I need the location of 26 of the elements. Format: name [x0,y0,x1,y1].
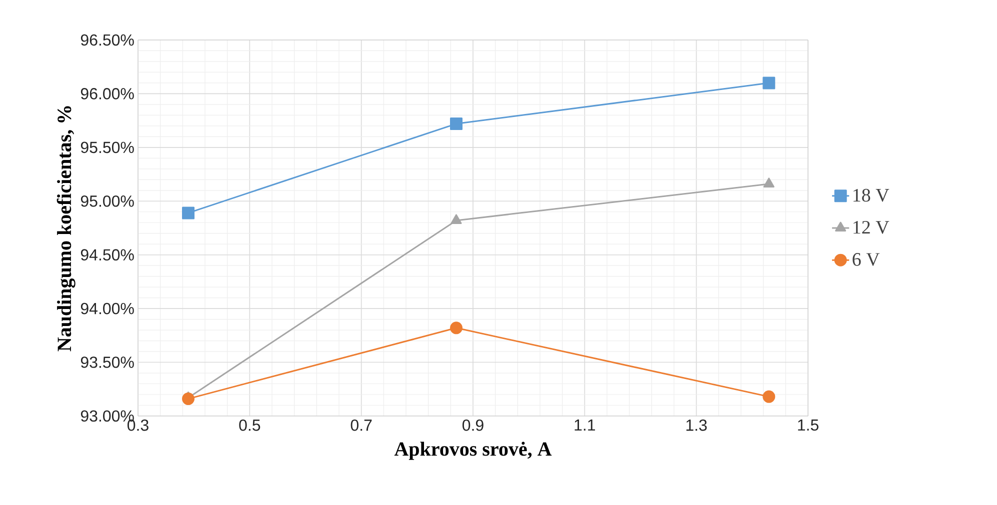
y-tick-label: 93.50% [80,356,134,368]
x-tick-label: 0.9 [462,420,484,431]
point [182,392,195,406]
x-tick-label: 1.3 [686,420,707,431]
x-tick-label: 0.5 [239,420,260,431]
x-tick-label: 0.7 [350,420,372,431]
point [762,76,776,90]
y-tick-label: 96.00% [80,88,134,100]
legend-label: 12 V [854,220,890,234]
y-tick-label: 95.00% [80,195,134,207]
x-tick-label: 0.3 [128,420,148,431]
y-tick-label: 94.50% [80,249,134,261]
legend-label: 18 V [854,188,890,202]
x-axis-title: Apkrovos srovė, A [394,442,552,460]
point [762,390,776,403]
legend-label: 6 V [852,253,880,266]
point [182,206,195,220]
y-tick-label: 95.50% [80,142,134,154]
x-tick-label: 1.1 [574,420,595,431]
point [450,322,463,334]
y-tick-label: 96.50% [80,34,134,46]
y-tick-label: 93.00% [80,410,134,422]
y-axis-title: Naudingumo koeficientas, % [56,106,76,352]
point [450,118,463,130]
x-tick-label: 1.5 [798,420,818,431]
y-tick-label: 94.00% [80,302,134,314]
